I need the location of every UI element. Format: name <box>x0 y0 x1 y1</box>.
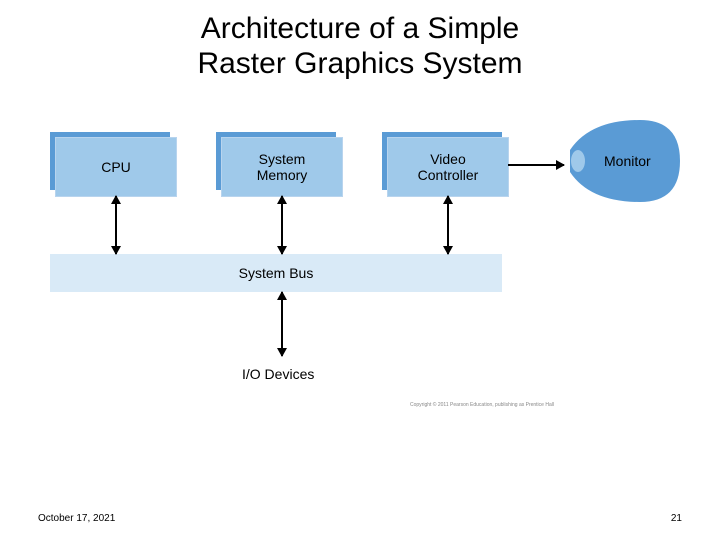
arrow-bus-io <box>281 292 283 356</box>
title-line-2: Raster Graphics System <box>197 47 522 80</box>
bus-label: System Bus <box>239 265 314 281</box>
title-line-1: Architecture of a Simple <box>201 12 519 45</box>
slide: Architecture of a Simple Raster Graphics… <box>0 0 720 540</box>
system-bus: System Bus <box>50 254 502 292</box>
video-label: Video Controller <box>418 151 479 183</box>
video-block: Video Controller <box>382 132 508 196</box>
memory-label: System Memory <box>257 151 308 183</box>
memory-block: System Memory <box>216 132 342 196</box>
architecture-diagram: CPU System Memory Video Controller Monit… <box>30 120 690 450</box>
cpu-block: CPU <box>50 132 176 196</box>
arrow-mem-bus <box>281 196 283 254</box>
slide-title: Architecture of a Simple Raster Graphics… <box>0 12 720 81</box>
cpu-label: CPU <box>101 159 131 175</box>
footer-page: 21 <box>671 513 682 524</box>
cpu-face: CPU <box>56 138 176 196</box>
monitor-label: Monitor <box>604 153 651 169</box>
arrow-cpu-bus <box>115 196 117 254</box>
arrow-vid-monitor <box>508 164 564 166</box>
copyright-text: Copyright © 2011 Pearson Education, publ… <box>410 402 554 408</box>
memory-face: System Memory <box>222 138 342 196</box>
footer-date: October 17, 2021 <box>38 513 115 524</box>
arrow-vid-bus <box>447 196 449 254</box>
video-face: Video Controller <box>388 138 508 196</box>
io-devices-label: I/O Devices <box>242 366 314 382</box>
